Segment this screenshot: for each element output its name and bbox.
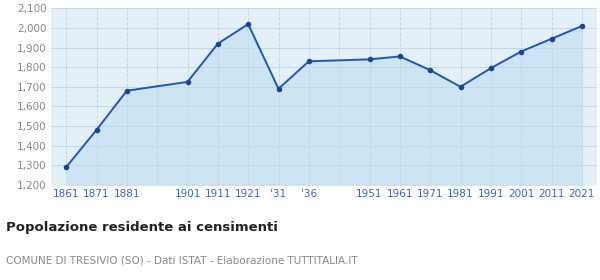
Point xyxy=(92,128,101,132)
Point xyxy=(122,88,131,93)
Point xyxy=(395,54,404,59)
Point xyxy=(486,66,496,70)
Point xyxy=(577,24,587,28)
Point xyxy=(244,22,253,26)
Text: Popolazione residente ai censimenti: Popolazione residente ai censimenti xyxy=(6,221,278,234)
Point xyxy=(425,68,435,73)
Point xyxy=(304,59,314,64)
Point xyxy=(182,80,192,84)
Point xyxy=(213,41,223,46)
Point xyxy=(274,87,283,91)
Point xyxy=(547,37,556,41)
Point xyxy=(456,85,466,89)
Point xyxy=(61,165,71,169)
Text: COMUNE DI TRESIVIO (SO) - Dati ISTAT - Elaborazione TUTTITALIA.IT: COMUNE DI TRESIVIO (SO) - Dati ISTAT - E… xyxy=(6,255,358,265)
Point xyxy=(517,49,526,54)
Point xyxy=(365,57,374,62)
